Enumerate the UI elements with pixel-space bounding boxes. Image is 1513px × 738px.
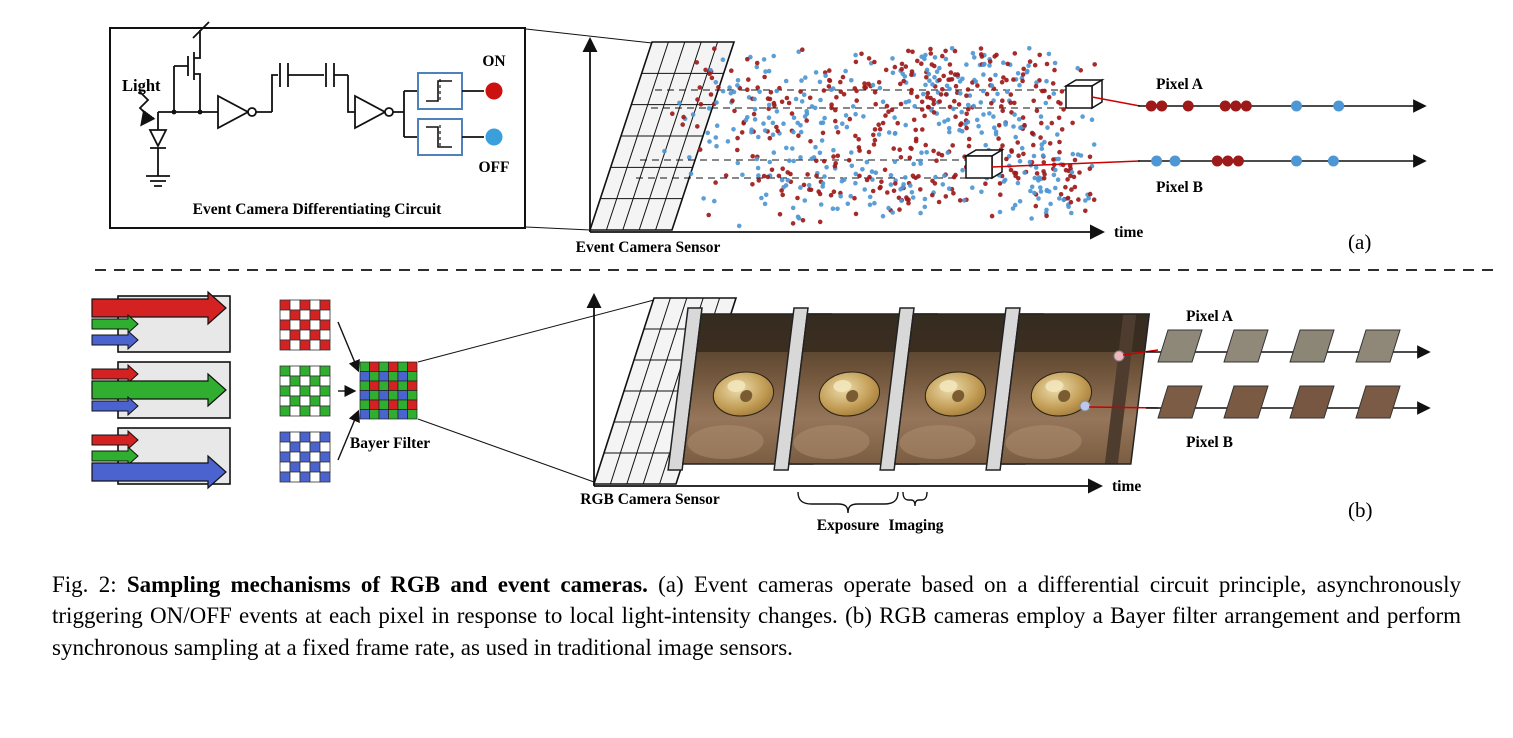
- pixel-b-label-a: Pixel B: [1156, 179, 1203, 196]
- time-label-b: time: [1112, 478, 1141, 495]
- rgb-sensor-label: RGB Camera Sensor: [580, 491, 720, 508]
- event-sensor-grid: [588, 41, 736, 231]
- pixel-a-sample-swatches: [1157, 329, 1401, 363]
- on-event-dot: [485, 82, 503, 100]
- light-label: Light: [122, 76, 161, 95]
- bayer-filter-label: Bayer Filter: [350, 435, 430, 452]
- event-circuit-schematic: [138, 21, 484, 187]
- panel-a-tag: (a): [1348, 230, 1371, 254]
- panel-b: Bayer Filter time RGB Camera Sensor Expo…: [91, 290, 1431, 534]
- pixel-a-label-a: Pixel A: [1156, 76, 1204, 93]
- pixel-connector-lines: [991, 96, 1141, 168]
- color-filter-rows: [91, 290, 231, 490]
- pixel-a-sample-dot: [1113, 350, 1125, 362]
- step-down-icon: [426, 126, 452, 148]
- circuit-callout-lines: [525, 28, 653, 231]
- caption-body: (a) Event cameras operate based on a dif…: [52, 572, 1461, 660]
- off-event-dot: [485, 128, 503, 146]
- caption-bold-title: Sampling mechanisms of RGB and event cam…: [126, 572, 648, 597]
- pixel-b-sample-swatches: [1157, 385, 1401, 419]
- step-up-icon: [426, 80, 452, 102]
- panel-b-tag: (b): [1348, 498, 1373, 522]
- pixel-a-event-dots: [1145, 100, 1345, 112]
- caption-prefix: Fig. 2:: [52, 572, 127, 597]
- ground-icon: [146, 175, 170, 187]
- pixel-projection-dashed-lines: [636, 89, 1066, 179]
- on-label: ON: [482, 53, 505, 70]
- rgb-axes: [586, 292, 1104, 494]
- light-ray-icon: [138, 91, 156, 127]
- imaging-label: Imaging: [888, 517, 943, 534]
- bayer-filter-mosaic: [359, 361, 418, 420]
- rgb-frame-sequence: [667, 307, 1151, 471]
- event-axes: [582, 36, 1106, 240]
- time-label-a: time: [1114, 224, 1143, 241]
- pixel-b-label-b: Pixel B: [1186, 434, 1233, 451]
- figure-2-diagram: Light ON OFF Event Camera Differentiatin…: [91, 21, 1496, 534]
- pixel-b-sample-dot: [1079, 400, 1091, 412]
- off-label: OFF: [479, 159, 510, 176]
- event-scatter-cloud: [662, 46, 1097, 229]
- exposure-label: Exposure: [817, 517, 880, 534]
- exposure-imaging-braces: [797, 491, 928, 514]
- amplifier-icon: [354, 94, 387, 130]
- mosaic-merge-arrows: [337, 321, 360, 461]
- bayer-callout-lines: [417, 299, 655, 483]
- capacitor-icons: [279, 63, 348, 87]
- panel-a: Light ON OFF Event Camera Differentiatin…: [109, 21, 1427, 256]
- event-sensor-label: Event Camera Sensor: [576, 239, 721, 256]
- pixel-a-label-b: Pixel A: [1186, 308, 1234, 325]
- bayer-component-mosaics: [279, 299, 331, 483]
- pixel-b-event-dots: [1151, 155, 1339, 167]
- pixel-b-voxel: [963, 148, 1005, 180]
- figure-caption: Fig. 2: Sampling mechanisms of RGB and e…: [52, 569, 1461, 663]
- pixel-a-voxel: [1063, 78, 1105, 110]
- circuit-title: Event Camera Differentiating Circuit: [193, 201, 443, 218]
- transistor-icon: [173, 21, 210, 112]
